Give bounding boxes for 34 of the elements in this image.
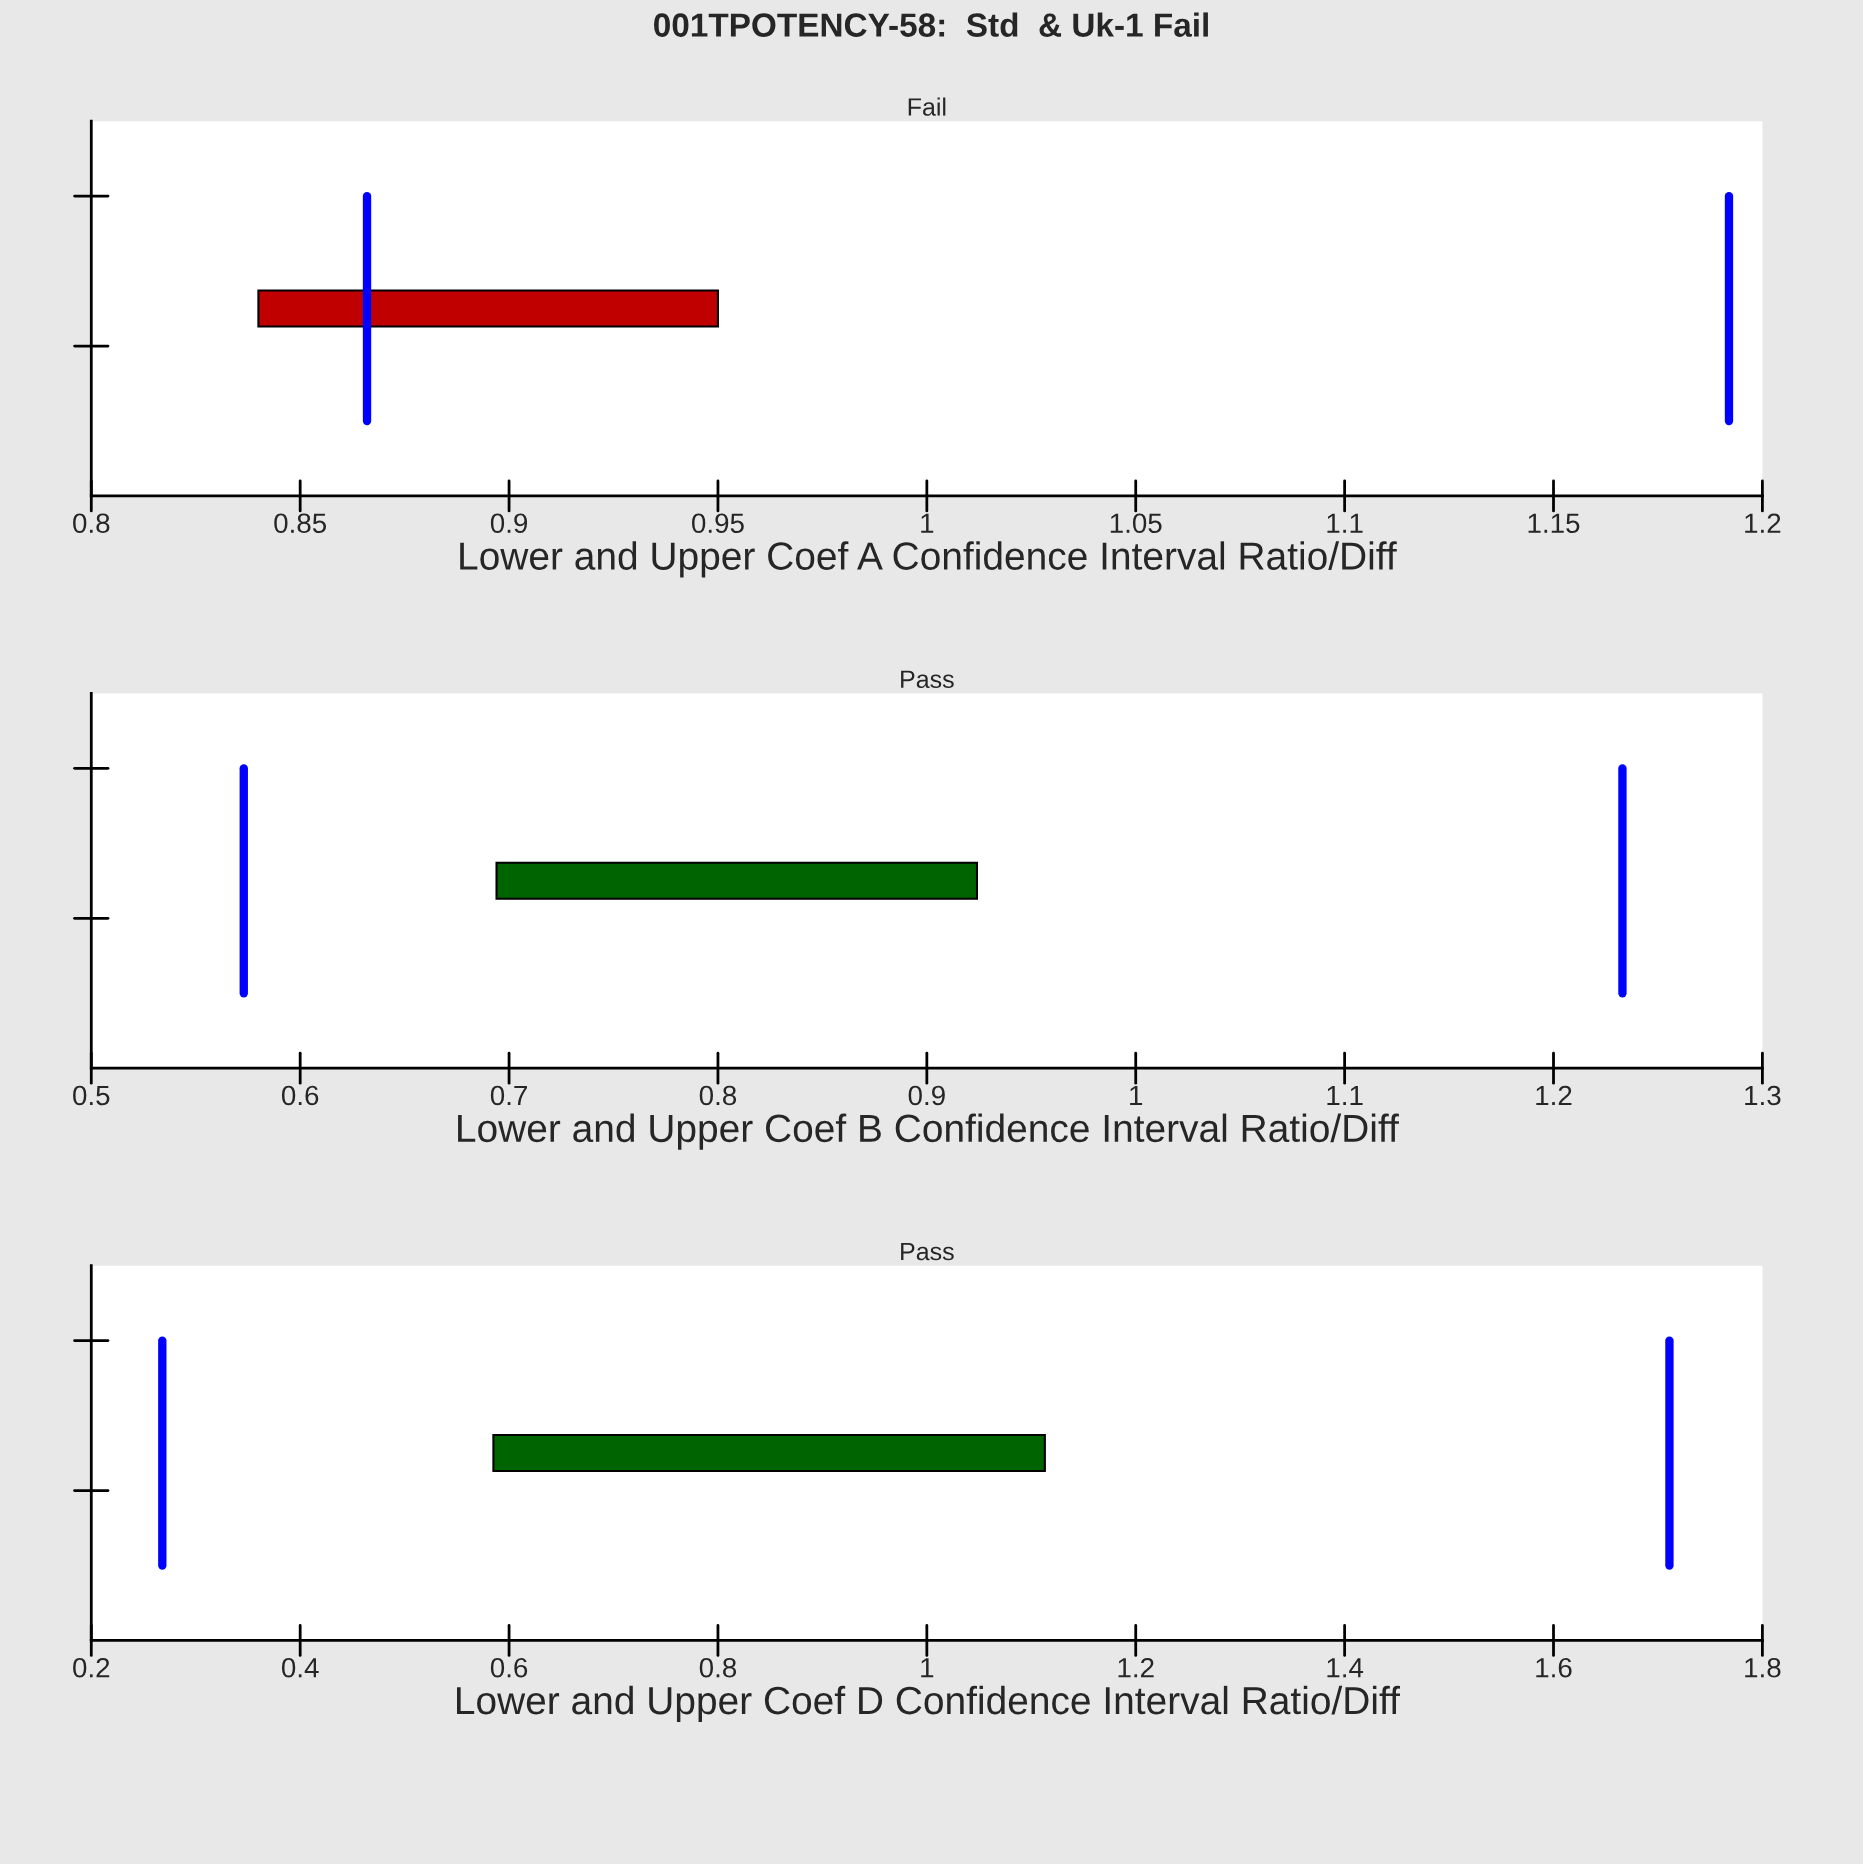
x-tick-label: 1.1: [1327, 513, 1363, 533]
x-tick-label: 1.6: [1536, 1657, 1572, 1678]
x-tick-label: 0.95: [692, 513, 744, 534]
x-tick-label: 0.4: [281, 1657, 319, 1678]
chart-subtitle: Pass: [901, 670, 954, 689]
x-tick-label: 1: [1130, 1085, 1143, 1106]
chart-subtitle: Fail: [908, 97, 946, 116]
x-tick-label: 0.8: [73, 513, 110, 534]
x-tick-label: 1: [921, 1658, 934, 1678]
x-tick-label: 0.2: [73, 1657, 110, 1678]
x-tick-label: 0.7: [490, 1085, 527, 1106]
chart-subtitle: Pass: [901, 1242, 954, 1261]
chart-title: 001TPOTENCY-58: Std & Uk-1 Fail: [654, 12, 1208, 37]
x-tick-label: 0.8: [699, 1085, 737, 1106]
x-tick-label: 1.8: [1745, 1657, 1781, 1678]
x-axis-title: Lower and Upper Coef B Confidence Interval Ratio/Diff: [458, 1113, 1399, 1150]
x-tick-label: 0.85: [274, 513, 327, 534]
x-axis-title: Lower and Upper Coef A Confidence Interval Ratio/Diff: [460, 541, 1397, 578]
x-tick-label: 1.3: [1745, 1085, 1781, 1106]
x-tick-label: 0.9: [490, 513, 528, 534]
x-tick-label: 1.2: [1118, 1657, 1154, 1678]
x-tick-label: 0.6: [281, 1085, 319, 1106]
x-tick-label: 1.2: [1745, 513, 1781, 533]
x-tick-label: 1.1: [1327, 1085, 1363, 1106]
x-tick-label: 0.6: [490, 1657, 528, 1678]
x-tick-label: 1: [921, 513, 934, 533]
x-tick-label: 1.05: [1110, 513, 1162, 534]
x-tick-label: 1.4: [1327, 1658, 1364, 1678]
x-tick-label: 0.5: [73, 1085, 110, 1106]
x-tick-label: 1.15: [1528, 513, 1580, 534]
x-tick-label: 1.2: [1536, 1085, 1572, 1106]
x-tick-label: 0.8: [699, 1657, 737, 1678]
x-tick-label: 0.9: [908, 1085, 945, 1106]
x-axis-title: Lower and Upper Coef D Confidence Interval Ratio/Diff: [457, 1685, 1400, 1723]
